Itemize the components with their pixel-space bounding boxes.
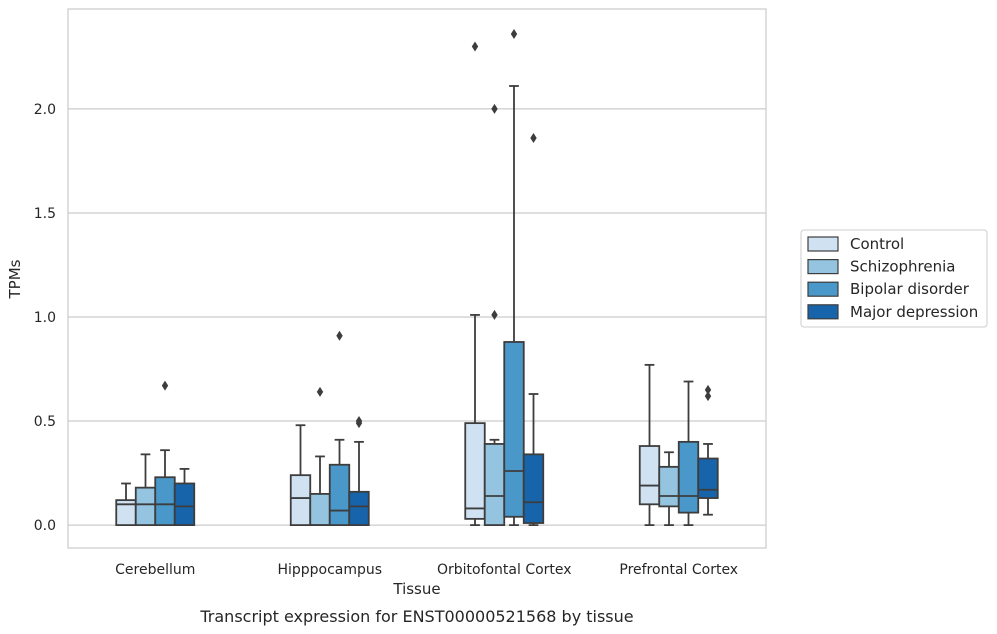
legend-items: Control Schizophrenia Bipolar disorder Majo… bbox=[807, 235, 978, 321]
box-control bbox=[464, 41, 486, 527]
box-schizophrenia bbox=[309, 386, 331, 527]
plot-frame bbox=[67, 8, 767, 549]
y-axis-label: TPMs bbox=[6, 259, 24, 299]
outlier-point bbox=[336, 330, 343, 341]
legend: Control Schizophrenia Bipolar disorder Majo… bbox=[800, 229, 988, 328]
box-major-depression bbox=[173, 468, 196, 527]
box-body bbox=[173, 482, 196, 527]
box-body bbox=[154, 476, 176, 527]
box-bipolar-disorder bbox=[328, 330, 351, 527]
outlier-point bbox=[510, 28, 518, 39]
box-body bbox=[638, 445, 661, 506]
box-bipolar-disorder bbox=[503, 28, 525, 527]
box-body bbox=[289, 474, 312, 527]
box-body bbox=[348, 490, 370, 527]
y-tick-labels: 0.0 0.5 1.0 1.5 2.0 bbox=[34, 102, 56, 534]
box-body bbox=[522, 453, 545, 524]
box-control bbox=[115, 482, 137, 527]
legend-swatch bbox=[807, 259, 839, 275]
box-major-depression bbox=[522, 133, 545, 527]
y-tick-label: 0.5 bbox=[34, 414, 56, 430]
legend-label: Control bbox=[850, 235, 904, 253]
outlier-point bbox=[704, 391, 712, 402]
box-bipolar-disorder bbox=[677, 380, 700, 527]
outlier-point bbox=[161, 380, 169, 391]
legend-label: Schizophrenia bbox=[850, 258, 955, 276]
box-bipolar-disorder bbox=[154, 380, 176, 527]
legend-swatch bbox=[807, 236, 839, 252]
box-body bbox=[658, 465, 680, 508]
x-tick-labels: Cerebellum Hipppocampus Orbitofontal Corte… bbox=[115, 562, 738, 578]
chart-caption: Transcript expression for ENST0000052156… bbox=[199, 607, 633, 626]
legend-frame bbox=[800, 229, 988, 328]
box-body bbox=[464, 422, 486, 520]
outlier-point bbox=[491, 103, 498, 114]
x-tick-label: Cerebellum bbox=[115, 562, 195, 578]
y-tick-label: 1.5 bbox=[34, 206, 56, 222]
box-schizophrenia bbox=[658, 451, 680, 527]
outlier-point bbox=[316, 386, 324, 397]
box-body bbox=[503, 341, 525, 518]
outlier-point bbox=[704, 384, 712, 395]
box-body bbox=[483, 443, 506, 527]
box-body bbox=[134, 486, 157, 527]
x-tick-label: Orbitofontal Cortex bbox=[437, 562, 572, 578]
y-tick-label: 0.0 bbox=[34, 518, 56, 534]
legend-label: Major depression bbox=[850, 303, 978, 321]
x-tick-label: Prefrontal Cortex bbox=[619, 562, 738, 578]
y-tick-label: 1.0 bbox=[34, 310, 56, 326]
box-major-depression bbox=[348, 416, 370, 527]
box-major-depression bbox=[697, 384, 719, 516]
outlier-point bbox=[491, 309, 498, 320]
box-groups bbox=[115, 28, 719, 527]
box-body bbox=[328, 463, 351, 527]
y-tick-label: 2.0 bbox=[34, 102, 56, 118]
legend-label: Bipolar disorder bbox=[850, 280, 970, 298]
legend-swatch bbox=[807, 304, 839, 320]
box-body bbox=[677, 440, 700, 514]
box-body bbox=[309, 492, 331, 527]
x-axis-label: Tissue bbox=[392, 580, 440, 598]
outlier-point bbox=[471, 41, 479, 52]
outlier-point bbox=[530, 133, 537, 144]
box-body bbox=[697, 457, 719, 499]
legend-swatch bbox=[807, 281, 839, 297]
outlier-point bbox=[355, 416, 363, 427]
x-tick-label: Hipppocampus bbox=[277, 562, 382, 578]
